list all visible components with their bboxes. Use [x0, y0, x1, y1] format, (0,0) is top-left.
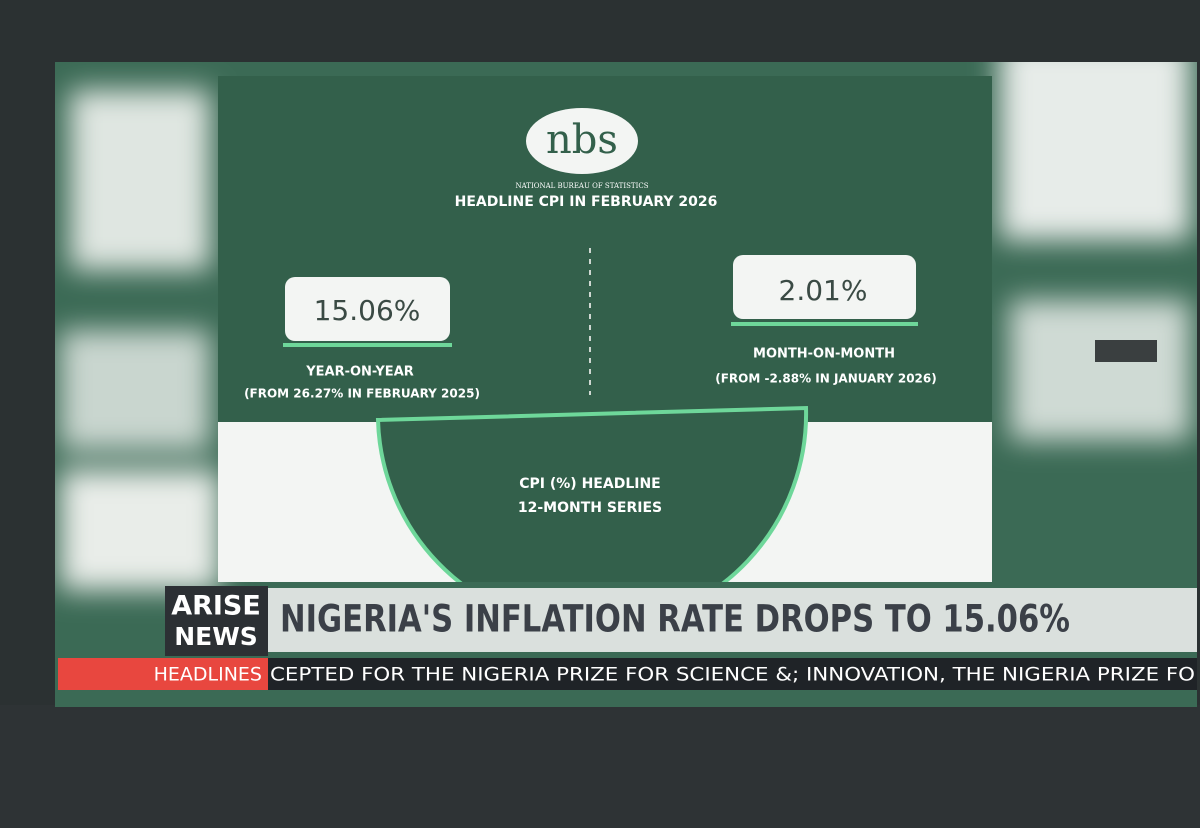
- brand-box: [165, 586, 268, 656]
- ticker-label-box: [58, 658, 268, 690]
- slide-title: HEADLINE CPI IN FEBRUARY 2026: [455, 194, 718, 210]
- yoy-box: [285, 277, 450, 341]
- headline: NIGERIA'S INFLATION RATE DROPS TO 15.06%: [280, 598, 1070, 641]
- brand-top: ARISE: [171, 591, 261, 622]
- ticker-label: HEADLINES: [154, 664, 262, 686]
- mom-value: 2.01%: [779, 274, 868, 307]
- mom-box: [733, 255, 916, 319]
- brand-bottom: NEWS: [174, 622, 258, 651]
- semicircle: [375, 405, 809, 582]
- yoy-note: (FROM 26.27% IN FEBRUARY 2025): [244, 387, 480, 401]
- logo-badge: [526, 108, 638, 174]
- headline-bar: [268, 588, 1197, 652]
- yoy-value: 15.06%: [314, 294, 421, 327]
- mom-note: (FROM -2.88% IN JANUARY 2026): [715, 372, 937, 386]
- tv-bezel: [0, 705, 1200, 828]
- mom-label: MONTH-ON-MONTH: [753, 347, 895, 362]
- tv-screen: nbs NATIONAL BUREAU OF STATISTICS HEADLI…: [55, 62, 1197, 707]
- ticker-text: CEPTED FOR THE NIGERIA PRIZE FOR SCIENCE…: [270, 664, 1195, 686]
- organization: NATIONAL BUREAU OF STATISTICS: [515, 182, 648, 190]
- slide: nbs NATIONAL BUREAU OF STATISTICS HEADLI…: [218, 76, 992, 582]
- ticker-bar: [268, 658, 1197, 690]
- logo: nbs: [546, 117, 618, 163]
- center-line-2: 12-MONTH SERIES: [518, 500, 662, 516]
- yoy-label: YEAR-ON-YEAR: [305, 365, 414, 380]
- screen-badge: [1095, 340, 1157, 362]
- center-line-1: CPI (%) HEADLINE: [519, 476, 660, 492]
- blurred-background: [60, 62, 1190, 590]
